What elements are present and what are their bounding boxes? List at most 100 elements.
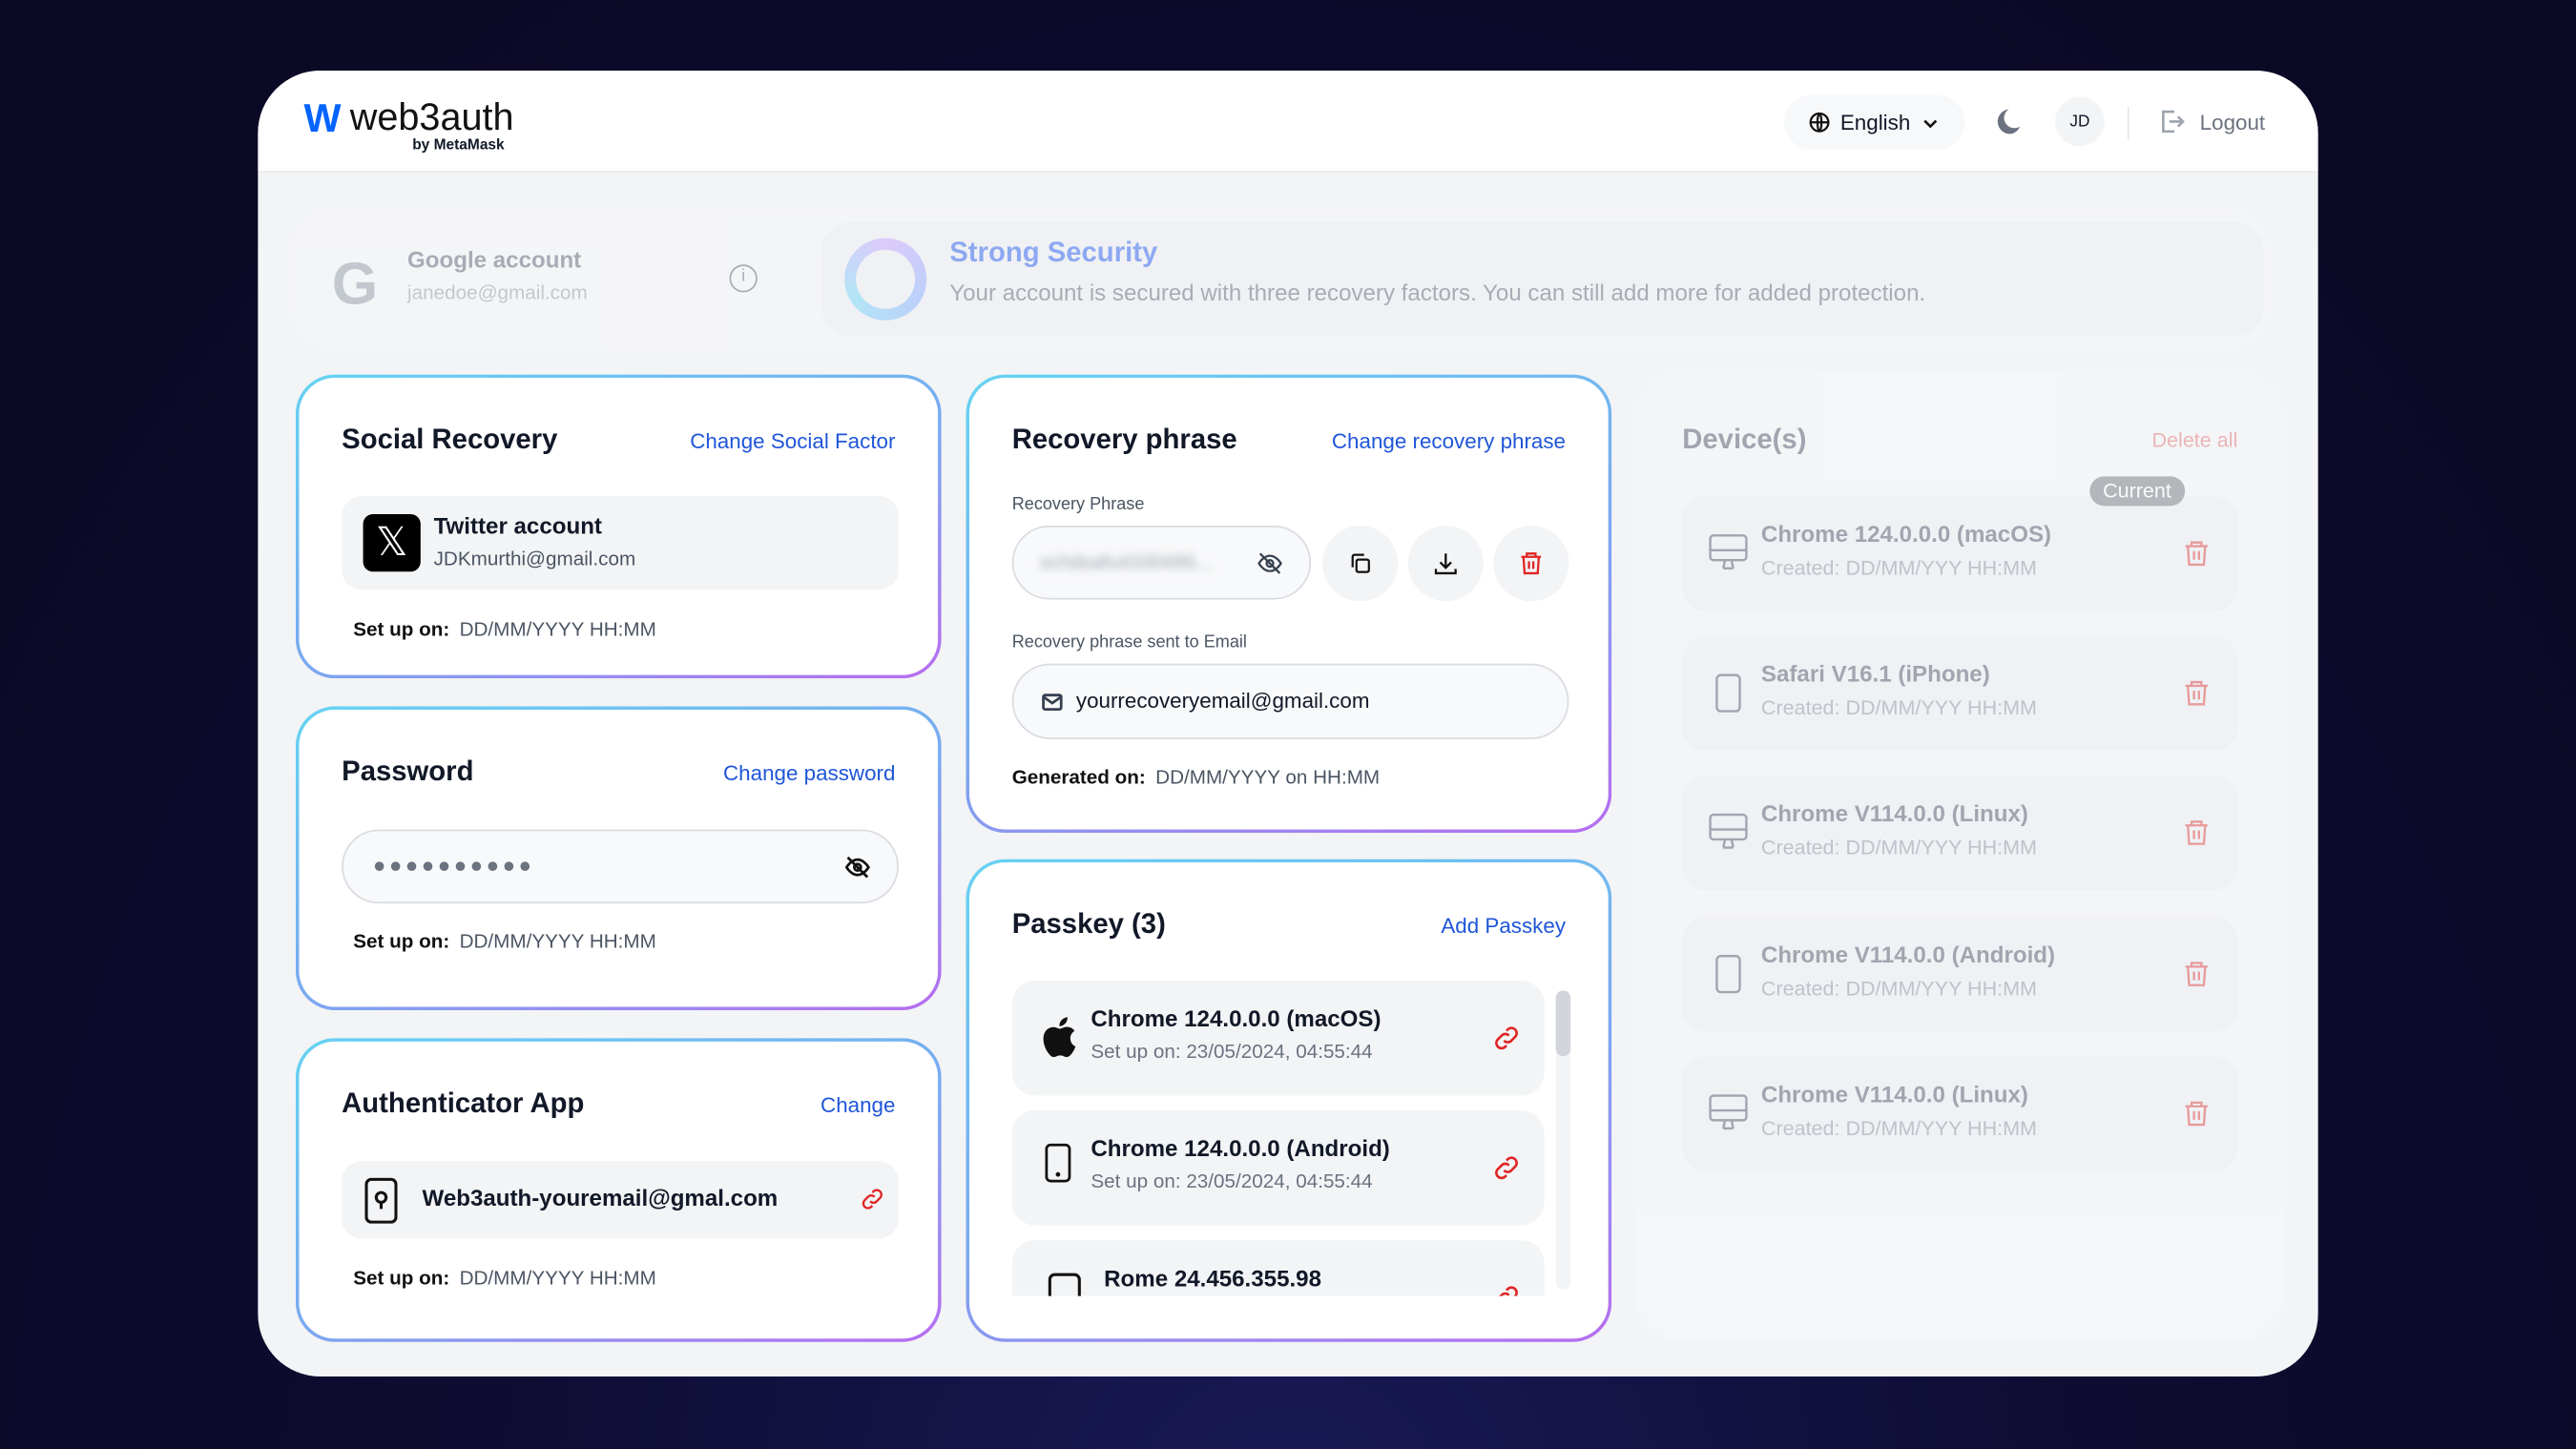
device-item: Safari V16.1 (iPhone) Created: DD/MM/YYY… <box>1682 635 2238 751</box>
unlink-icon[interactable] <box>860 1186 886 1212</box>
passkey-item: Chrome 124.0.0.0 (Android) Set up on: 23… <box>1011 1110 1545 1226</box>
unlink-icon[interactable] <box>1492 1153 1522 1183</box>
divider <box>2127 106 2129 140</box>
card-title: Password <box>342 756 474 787</box>
phone-icon <box>1715 954 1741 994</box>
passkey-item: Chrome 124.0.0.0 (macOS) Set up on: 23/0… <box>1011 980 1545 1096</box>
desktop-icon <box>1709 534 1748 569</box>
logout-button[interactable]: Logout <box>2157 107 2265 136</box>
setup-label: Set up on: <box>353 929 450 953</box>
device-name: Chrome V114.0.0 (Linux) <box>1760 799 2028 827</box>
x-twitter-icon: 𝕏 <box>363 513 421 572</box>
change-authenticator-link[interactable]: Change <box>821 1092 896 1117</box>
device-name: Safari V16.1 (iPhone) <box>1760 660 1990 687</box>
passkey-item: Rome 24.456.355.98 <box>1011 1240 1545 1296</box>
devices-panel: Device(s) Delete all Chrome 124.0.0.0 (m… <box>1636 371 2284 1342</box>
unlink-icon[interactable] <box>1492 1024 1522 1053</box>
apple-icon <box>1043 1017 1076 1058</box>
device-created: Created: DD/MM/YYY HH:MM <box>1760 836 2037 859</box>
setup-value: DD/MM/YYYY HH:MM <box>459 617 656 641</box>
phone-icon <box>1715 673 1741 713</box>
device-item: Chrome V114.0.0 (Linux) Created: DD/MM/Y… <box>1682 1056 2238 1171</box>
recovery-phrase-value: schdsafu4330495... <box>1039 549 1213 573</box>
language-select[interactable]: English <box>1784 94 1965 150</box>
dark-mode-toggle-moon-icon[interactable] <box>1993 107 2023 136</box>
passkey-name: Chrome 124.0.0.0 (Android) <box>1091 1134 1390 1162</box>
security-description: Your account is secured with three recov… <box>949 279 1926 306</box>
authenticator-account: Web3auth-youremail@gmal.com <box>342 1161 899 1239</box>
delete-phrase-button[interactable] <box>1493 526 1569 602</box>
setup-value: DD/MM/YYYY HH:MM <box>459 929 656 953</box>
chevron-down-icon <box>1923 118 1937 128</box>
social-account-email: JDKmurthi@gmail.com <box>433 547 636 570</box>
change-social-factor-link[interactable]: Change Social Factor <box>690 428 896 454</box>
social-account-name: Twitter account <box>433 512 602 539</box>
copy-button[interactable] <box>1322 526 1399 602</box>
device-name: Chrome V114.0.0 (Android) <box>1760 941 2056 968</box>
info-icon[interactable]: i <box>729 264 758 293</box>
recovery-phrase-card: Recovery phrase Change recovery phrase R… <box>966 375 1612 833</box>
device-created: Created: DD/MM/YYY HH:MM <box>1760 556 2037 580</box>
device-name: Chrome V114.0.0 (Linux) <box>1760 1081 2028 1107</box>
card-title: Authenticator App <box>342 1087 585 1119</box>
social-account: 𝕏 Twitter account JDKmurthi@gmail.com <box>342 496 899 590</box>
card-title: Social Recovery <box>342 424 558 455</box>
setup-date: Set up on: DD/MM/YYYY HH:MM <box>353 930 656 953</box>
authenticator-device-icon <box>364 1177 398 1224</box>
device-created: Created: DD/MM/YYY HH:MM <box>1760 977 2037 1001</box>
card-title: Passkey (3) <box>1011 908 1166 940</box>
recovery-email-value: yourrecoveryemail@gmail.com <box>1075 688 1370 714</box>
download-icon <box>1434 553 1457 575</box>
recovery-email-field[interactable]: yourrecoveryemail@gmail.com <box>1011 663 1569 739</box>
password-card: Password Change password ●●●●●●●●●● Set … <box>296 706 942 1010</box>
logout-label: Logout <box>2199 109 2266 135</box>
recovery-phrase-field[interactable]: schdsafu4330495... <box>1011 526 1312 600</box>
add-passkey-link[interactable]: Add Passkey <box>1441 913 1567 939</box>
trash-icon[interactable] <box>2182 960 2212 989</box>
trash-icon[interactable] <box>2182 1099 2212 1128</box>
scrollbar-thumb[interactable] <box>1555 990 1571 1057</box>
passkey-card: Passkey (3) Add Passkey Chrome 124.0.0.0… <box>966 859 1612 1342</box>
eye-off-icon[interactable] <box>844 854 871 880</box>
trash-icon[interactable] <box>2182 818 2212 848</box>
mail-icon <box>1042 693 1063 711</box>
device-item: Chrome V114.0.0 (Linux) Created: DD/MM/Y… <box>1682 775 2238 891</box>
globe-icon <box>1809 112 1830 133</box>
change-password-link[interactable]: Change password <box>723 760 896 786</box>
password-masked-value: ●●●●●●●●●● <box>372 852 535 878</box>
account-email: janedoe@gmail.com <box>407 280 588 304</box>
avatar[interactable]: JD <box>2055 96 2105 147</box>
change-recovery-phrase-link[interactable]: Change recovery phrase <box>1331 428 1567 454</box>
google-icon: G <box>331 249 379 318</box>
device-item: Chrome V114.0.0 (Android) Created: DD/MM… <box>1682 916 2238 1032</box>
recovery-phrase-label: Recovery Phrase <box>1011 494 1145 514</box>
recovery-email-label: Recovery phrase sent to Email <box>1011 631 1247 652</box>
passkey-setup-date: Set up on: 23/05/2024, 04:55:44 <box>1091 1039 1373 1064</box>
phone-icon <box>1048 1273 1081 1296</box>
device-created: Created: DD/MM/YYY HH:MM <box>1760 696 2037 720</box>
setup-label: Set up on: <box>353 1266 450 1290</box>
account-summary: G Google account janedoe@gmail.com i Str… <box>292 210 2268 349</box>
generated-date: Generated on: DD/MM/YYYY on HH:MM <box>1012 765 1380 788</box>
passkey-list: Chrome 124.0.0.0 (macOS) Set up on: 23/0… <box>969 980 1609 1296</box>
eye-off-icon[interactable] <box>1257 550 1283 577</box>
device-item: Chrome 124.0.0.0 (macOS) Created: DD/MM/… <box>1682 496 2238 611</box>
phone-icon <box>1045 1143 1071 1183</box>
generated-value: DD/MM/YYYY on HH:MM <box>1155 765 1381 789</box>
device-name: Chrome 124.0.0.0 (macOS) <box>1760 520 2052 548</box>
trash-icon[interactable] <box>2182 678 2212 708</box>
download-button[interactable] <box>1407 526 1484 602</box>
current-device-badge: Current <box>2089 476 2185 507</box>
unlink-icon[interactable] <box>1492 1283 1522 1296</box>
setup-label: Set up on: <box>353 617 450 641</box>
logo-subtitle: by MetaMask <box>412 135 505 154</box>
security-title: Strong Security <box>949 236 1158 268</box>
authenticator-card: Authenticator App Change Web3auth-yourem… <box>296 1038 942 1342</box>
header: W web3auth by MetaMask English JD Logout <box>258 71 2318 173</box>
desktop-icon <box>1709 1094 1748 1130</box>
trash-icon[interactable] <box>2182 539 2212 569</box>
passkey-scrollbar[interactable] <box>1555 990 1571 1290</box>
delete-all-devices-link[interactable]: Delete all <box>2151 428 2238 452</box>
logo-text: web3auth <box>349 94 514 138</box>
password-field[interactable]: ●●●●●●●●●● <box>342 829 899 904</box>
